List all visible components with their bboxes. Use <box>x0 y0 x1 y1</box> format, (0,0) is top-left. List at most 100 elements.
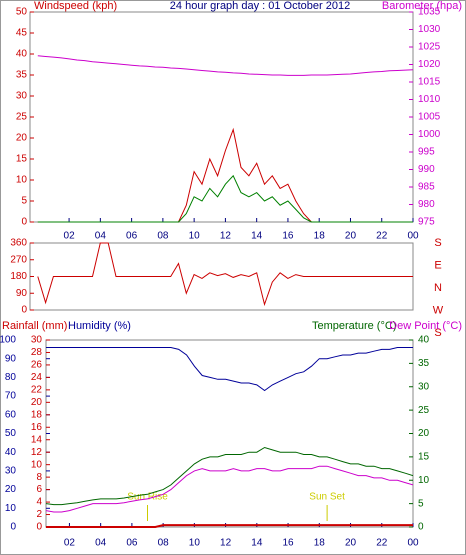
x-tick-label: 00 <box>407 538 419 549</box>
series-line <box>37 174 413 223</box>
x-tick-label: 16 <box>283 538 295 549</box>
series-label: Rainfall (mm) <box>2 320 67 332</box>
compass-label: S <box>434 237 441 249</box>
y3-tick-label: 10 <box>31 459 43 470</box>
y-tick-label: 270 <box>10 254 27 265</box>
y2-tick-label: 1000 <box>418 129 441 140</box>
x-tick-label: 14 <box>251 231 263 242</box>
y-tick-label: 90 <box>16 288 28 299</box>
y-tick-label: 50 <box>5 428 17 439</box>
y2-tick-label: 1035 <box>418 7 441 18</box>
y2-tick-label: 985 <box>418 182 435 193</box>
y-tick-label: 40 <box>16 49 28 60</box>
y-tick-label: 50 <box>16 7 28 18</box>
y3-tick-label: 26 <box>31 360 43 371</box>
x-tick-label: 22 <box>376 231 388 242</box>
y-tick-label: 40 <box>5 447 17 458</box>
x-tick-label: 10 <box>189 231 201 242</box>
y2-tick-label: 5 <box>418 498 424 509</box>
y-tick-label: 0 <box>21 217 27 228</box>
y3-tick-label: 14 <box>31 434 43 445</box>
x-tick-label: 00 <box>407 231 419 242</box>
y-tick-label: 5 <box>21 196 27 207</box>
series-label: Dew Point (°C) <box>389 320 462 332</box>
y3-tick-label: 22 <box>31 385 43 396</box>
y3-tick-label: 2 <box>36 509 42 520</box>
chart-title: 24 hour graph day : 01 October 2012 <box>170 0 350 12</box>
y3-tick-label: 12 <box>31 447 43 458</box>
plot-frame <box>45 339 414 528</box>
x-tick-label: 14 <box>251 538 263 549</box>
x-tick-label: 08 <box>158 538 170 549</box>
y3-tick-label: 20 <box>31 397 43 408</box>
y2-tick-label: 980 <box>418 199 435 210</box>
y-tick-label: 180 <box>10 271 27 282</box>
series-line <box>37 55 413 76</box>
y-tick-label: 25 <box>16 112 28 123</box>
compass-label: N <box>434 282 442 294</box>
series-line <box>46 446 413 506</box>
x-tick-label: 20 <box>345 538 357 549</box>
plot-frame <box>29 11 414 223</box>
y3-tick-label: 28 <box>31 347 43 358</box>
y-tick-label: 45 <box>16 28 28 39</box>
y-tick-label: 100 <box>0 335 16 346</box>
x-tick-label: 02 <box>64 538 76 549</box>
x-tick-label: 02 <box>64 231 76 242</box>
y3-tick-label: 16 <box>31 422 43 433</box>
y-tick-label: 15 <box>16 154 28 165</box>
y-tick-label: 35 <box>16 70 28 81</box>
y2-axis-label: Barometer (hpa) <box>382 0 462 12</box>
x-tick-label: 18 <box>314 538 326 549</box>
x-tick-label: 08 <box>157 231 169 242</box>
y-tick-label: 0 <box>21 305 27 316</box>
y2-tick-label: 995 <box>418 147 435 158</box>
x-tick-label: 10 <box>189 538 201 549</box>
y3-tick-label: 30 <box>31 335 43 346</box>
y2-tick-label: 25 <box>418 405 430 416</box>
y2-tick-label: 1020 <box>418 59 441 70</box>
y3-tick-label: 8 <box>36 472 42 483</box>
y2-tick-label: 15 <box>418 452 430 463</box>
y3-tick-label: 18 <box>31 409 43 420</box>
x-tick-label: 20 <box>345 231 357 242</box>
x-tick-label: 18 <box>314 231 326 242</box>
y-tick-label: 0 <box>10 522 16 533</box>
y-tick-label: 30 <box>16 91 28 102</box>
y2-tick-label: 1025 <box>418 42 441 53</box>
x-tick-label: 22 <box>376 538 388 549</box>
compass-label: S <box>434 327 441 339</box>
y2-tick-label: 1030 <box>418 24 441 35</box>
y-tick-label: 20 <box>5 484 17 495</box>
y2-tick-label: 0 <box>418 522 424 533</box>
series-label: Temperature (°C) <box>312 320 396 332</box>
series-label: Humidity (%) <box>68 320 131 332</box>
y-tick-label: 20 <box>16 133 28 144</box>
y-tick-label: 80 <box>5 372 17 383</box>
compass-label: W <box>433 304 444 316</box>
y3-tick-label: 24 <box>31 372 43 383</box>
series-line <box>46 524 413 528</box>
series-line <box>46 347 413 392</box>
y3-tick-label: 6 <box>36 484 42 495</box>
x-tick-label: 04 <box>95 231 107 242</box>
y2-tick-label: 975 <box>418 217 435 228</box>
y2-tick-label: 10 <box>418 475 430 486</box>
y2-tick-label: 35 <box>418 358 430 369</box>
y-tick-label: 70 <box>5 391 17 402</box>
y-tick-label: 90 <box>5 353 17 364</box>
annotation: Sun Set <box>309 492 345 503</box>
y-tick-label: 60 <box>5 409 17 420</box>
y-tick-label: 10 <box>5 503 17 514</box>
y2-tick-label: 30 <box>418 381 430 392</box>
y-tick-label: 10 <box>16 175 28 186</box>
y-tick-label: 30 <box>5 466 17 477</box>
y2-tick-label: 990 <box>418 164 435 175</box>
series-line <box>46 465 413 513</box>
y-axis-label: Windspeed (kph) <box>34 0 117 12</box>
y3-tick-label: 4 <box>36 497 42 508</box>
x-tick-label: 12 <box>220 231 232 242</box>
x-tick-label: 06 <box>126 231 138 242</box>
x-tick-label: 06 <box>126 538 138 549</box>
